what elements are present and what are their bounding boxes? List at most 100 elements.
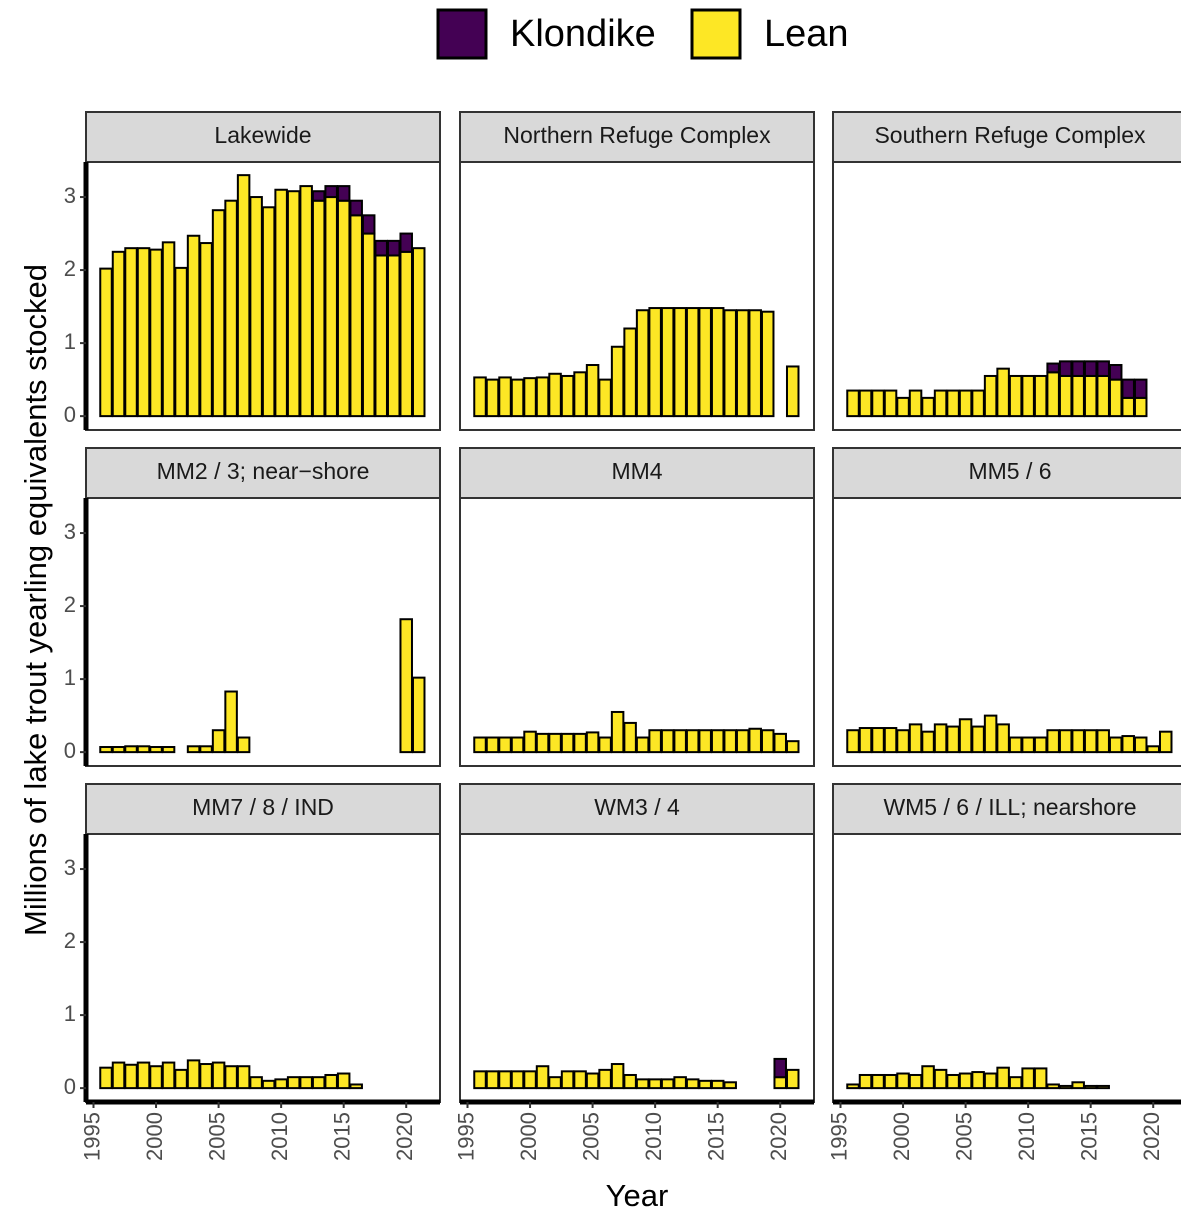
bar xyxy=(1146,745,1160,754)
bar xyxy=(635,309,650,418)
bar xyxy=(261,1079,276,1090)
bar xyxy=(1133,396,1148,418)
strip xyxy=(85,111,441,163)
y-axis-title: Millions of lake trout yearling equivale… xyxy=(18,264,53,936)
bar xyxy=(1083,1084,1098,1090)
bar xyxy=(324,196,338,418)
bar xyxy=(685,307,700,418)
bar xyxy=(523,377,537,418)
panel-title: MM7 / 8 / IND xyxy=(192,794,334,820)
bar xyxy=(1071,1081,1085,1090)
bar xyxy=(858,727,873,754)
bar xyxy=(673,1076,687,1090)
bar xyxy=(883,389,898,418)
bar xyxy=(1021,1067,1035,1090)
x-tick-label: 2010 xyxy=(1014,1112,1039,1161)
bar xyxy=(361,232,376,418)
bar xyxy=(585,364,600,418)
x-tick-label: 2015 xyxy=(329,1112,354,1161)
bar xyxy=(996,723,1010,754)
bar xyxy=(673,307,687,418)
bar xyxy=(560,732,575,754)
bar xyxy=(485,736,500,754)
bar xyxy=(1096,360,1110,377)
strip xyxy=(832,783,1181,835)
bar xyxy=(996,1066,1010,1090)
bar xyxy=(124,247,138,418)
panel-border xyxy=(832,833,1181,1103)
bar xyxy=(1121,735,1135,754)
bar xyxy=(971,389,985,418)
bar xyxy=(1058,360,1073,377)
x-tick-label: 2005 xyxy=(951,1112,976,1161)
bar xyxy=(485,378,500,418)
bar xyxy=(871,1073,885,1090)
bar xyxy=(623,721,637,754)
panel-title: WM5 / 6 / ILL; nearshore xyxy=(883,794,1136,820)
bar xyxy=(124,745,138,754)
y-tick-label: 0 xyxy=(64,1074,76,1099)
bar xyxy=(548,372,562,418)
bar xyxy=(535,732,550,754)
y-tick-label: 3 xyxy=(64,183,76,208)
panel-border xyxy=(832,497,1181,767)
bar xyxy=(299,185,313,418)
bar xyxy=(673,729,687,754)
bar xyxy=(723,309,737,418)
bar xyxy=(598,378,612,418)
bar xyxy=(199,745,213,754)
panel-title: WM3 / 4 xyxy=(594,794,680,820)
x-axis-title: Year xyxy=(606,1178,669,1213)
bar xyxy=(760,310,775,418)
bar xyxy=(946,389,960,418)
bar xyxy=(211,729,226,754)
bar xyxy=(773,1057,787,1079)
bar xyxy=(958,718,973,754)
strip xyxy=(459,111,815,163)
bar xyxy=(971,725,985,754)
bar xyxy=(908,723,923,754)
bar xyxy=(1046,362,1060,374)
bar xyxy=(748,309,762,418)
bar xyxy=(610,710,625,754)
x-tick-label: 2000 xyxy=(889,1112,914,1161)
bar xyxy=(361,214,376,235)
bar xyxy=(99,1066,113,1090)
x-tick-label: 2005 xyxy=(578,1112,603,1161)
bar xyxy=(921,1065,935,1090)
bar xyxy=(1021,374,1035,418)
bar xyxy=(710,729,725,754)
bar xyxy=(399,250,413,418)
bar xyxy=(610,345,625,418)
x-tick-label: 2000 xyxy=(516,1112,541,1161)
panel-title: MM5 / 6 xyxy=(968,458,1051,484)
x-tick-label: 2015 xyxy=(1076,1112,1101,1161)
bar xyxy=(473,376,487,418)
y-tick-label: 1 xyxy=(64,1001,76,1026)
bar xyxy=(1071,729,1085,754)
bar xyxy=(324,185,338,199)
bar xyxy=(174,1068,188,1090)
bar xyxy=(199,1063,213,1090)
y-tick-label: 2 xyxy=(64,256,76,281)
bar xyxy=(99,267,113,418)
bar xyxy=(1046,1083,1060,1090)
bar xyxy=(896,396,910,418)
bar xyxy=(1108,736,1123,754)
bar xyxy=(523,730,537,754)
bar xyxy=(1158,730,1173,754)
bar xyxy=(723,1081,737,1090)
bar xyxy=(485,1070,500,1090)
bar xyxy=(871,727,885,754)
x-tick-label: 2020 xyxy=(392,1112,417,1161)
bar xyxy=(1071,360,1085,377)
bar xyxy=(996,367,1010,418)
bar xyxy=(399,618,413,754)
bar xyxy=(336,185,351,202)
bar xyxy=(598,1068,612,1090)
bar xyxy=(933,723,948,754)
bar xyxy=(635,1078,650,1090)
y-tick-label: 2 xyxy=(64,592,76,617)
bar xyxy=(136,247,151,418)
panel-title: MM4 xyxy=(611,458,662,484)
